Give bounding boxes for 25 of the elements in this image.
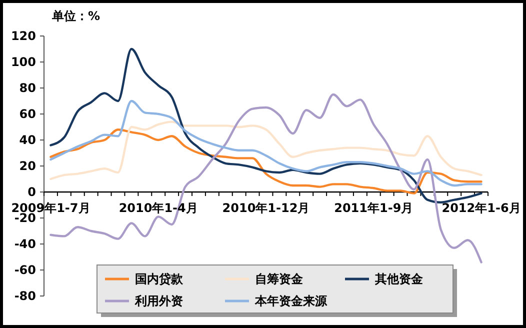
line-series bbox=[50, 100, 482, 187]
line-series bbox=[50, 128, 482, 194]
y-tick-label: 120 bbox=[10, 29, 36, 44]
y-tick-label: 100 bbox=[10, 55, 36, 70]
y-tick-label: -60 bbox=[14, 263, 36, 278]
legend-label: 国内贷款 bbox=[135, 272, 184, 286]
y-tick-label: 40 bbox=[19, 133, 36, 148]
y-tick-label: 80 bbox=[19, 81, 36, 96]
y-tick-label: 0 bbox=[28, 185, 36, 200]
x-tick-label: 2010年1-12月 bbox=[222, 201, 310, 215]
y-tick-label: 20 bbox=[19, 159, 36, 174]
y-tick-label: -40 bbox=[14, 237, 36, 252]
line-series bbox=[50, 48, 482, 204]
line-series bbox=[50, 120, 482, 180]
legend-label: 其他资金 bbox=[374, 272, 424, 286]
x-tick-label: 2011年1-9月 bbox=[334, 201, 414, 215]
x-tick-label: 2010年1-4月 bbox=[118, 201, 198, 215]
legend-label: 利用外资 bbox=[134, 294, 183, 308]
x-tick-label: 2012年1-6月 bbox=[442, 201, 521, 215]
y-tick-label: -20 bbox=[14, 211, 36, 226]
y-axis-title: 单位：% bbox=[51, 9, 100, 23]
legend-label: 自筹资金 bbox=[255, 272, 304, 286]
y-tick-label: -80 bbox=[14, 289, 36, 304]
y-tick-label: 60 bbox=[19, 107, 36, 122]
legend-label: 本年资金来源 bbox=[254, 294, 328, 308]
